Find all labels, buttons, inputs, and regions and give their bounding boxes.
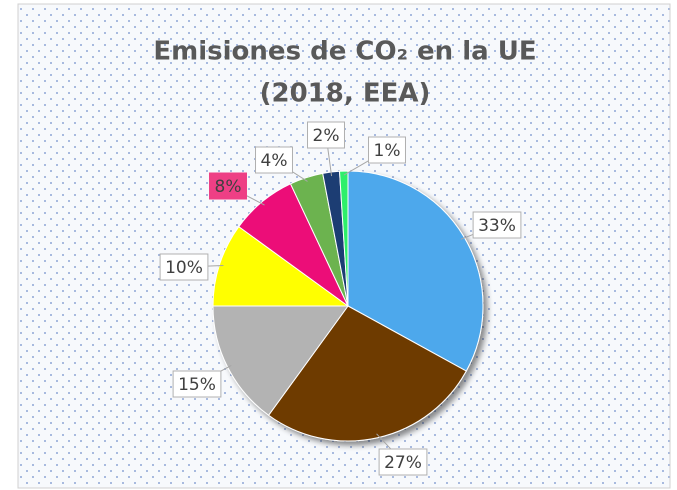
label-box <box>159 253 209 281</box>
label-box <box>472 211 522 239</box>
data-label: 27% <box>384 453 422 473</box>
data-label: 33% <box>478 216 516 236</box>
pie-slice <box>338 170 349 307</box>
pie <box>212 170 484 442</box>
label-box <box>368 136 406 164</box>
chart-title: (2018, EEA) <box>260 79 431 109</box>
label-box <box>378 448 428 476</box>
data-label: 1% <box>374 141 401 161</box>
data-label: 15% <box>178 375 216 395</box>
labels: 33% 27% 15% 10% 8% 4% 2% 1% <box>159 121 522 476</box>
data-label: 8% <box>215 177 242 197</box>
pie-slice <box>347 170 484 372</box>
label-box <box>209 172 247 200</box>
data-label: 10% <box>165 258 203 278</box>
chart-title: Emisiones de CO₂ en la UE <box>153 37 536 67</box>
data-label: 4% <box>261 151 288 171</box>
label-box <box>255 146 293 174</box>
label-box <box>172 370 222 398</box>
data-label: 2% <box>313 126 340 146</box>
pie-slice <box>267 305 467 442</box>
pie-slice <box>212 225 350 307</box>
label-box <box>307 121 345 149</box>
